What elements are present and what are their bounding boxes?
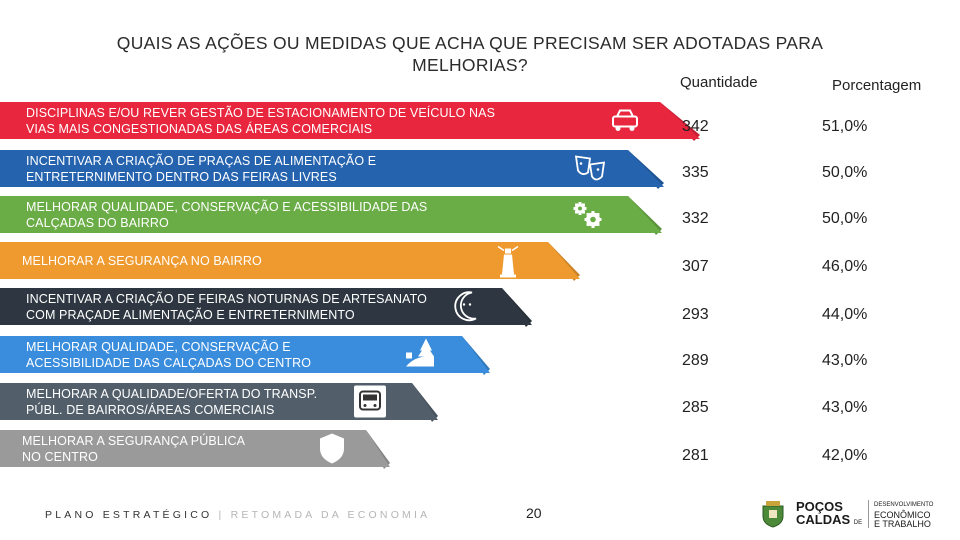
- bar-label-line1: MELHORAR QUALIDADE, CONSERVAÇÃO E ACESSI…: [26, 200, 428, 214]
- bar-label: INCENTIVAR A CRIAÇÃO DE FEIRAS NOTURNAS …: [26, 291, 427, 323]
- bar-label: MELHORAR A QUALIDADE/OFERTA DO TRANSP. PÚ…: [26, 386, 317, 418]
- bar-label-line2: VIAS MAIS CONGESTIONADAS DAS ÁREAS COMER…: [26, 122, 373, 136]
- percentage-value: 44,0%: [822, 306, 868, 323]
- percentage-value: 43,0%: [822, 399, 868, 416]
- footer-main: PLANO ESTRATÉGICO: [45, 509, 213, 521]
- percentage-value: 50,0%: [822, 164, 868, 181]
- percentage-value: 50,0%: [822, 210, 868, 227]
- city-logo: POÇOS CALDAS DE DESENVOLVIMENTO ECONÔMIC…: [760, 498, 940, 530]
- theater-masks-icon: [574, 155, 606, 181]
- logo-dept-line1: DESENVOLVIMENTO: [874, 502, 934, 508]
- quantity-column-header: Quantidade: [680, 74, 758, 91]
- bar-label-line2: ACESSIBILIDADE DAS CALÇADAS DO CENTRO: [26, 356, 312, 370]
- percentage-value: 51,0%: [822, 118, 868, 135]
- bar-label: MELHORAR QUALIDADE, CONSERVAÇÃO E ACESSIB…: [26, 339, 311, 371]
- page-title: QUAIS AS AÇÕES OU MEDIDAS QUE ACHA QUE P…: [0, 32, 940, 76]
- lighthouse-icon: [497, 245, 519, 278]
- footer-separator: |: [212, 509, 231, 521]
- percentage-value: 43,0%: [822, 352, 868, 369]
- quantity-value: 285: [682, 399, 709, 416]
- bar: [0, 102, 700, 139]
- city-crest-icon: [762, 501, 784, 528]
- footer-sub: RETOMADA DA ECONOMIA: [230, 509, 431, 521]
- logo-city-line2: CALDAS: [796, 512, 851, 527]
- bar-label: MELHORAR A SEGURANÇA PÚBLICA NO CENTRO: [22, 433, 245, 465]
- percentage-value: 42,0%: [822, 447, 868, 464]
- bar-label-line2: NO CENTRO: [22, 450, 98, 464]
- quantity-value: 342: [682, 118, 709, 135]
- bar: [0, 150, 664, 187]
- bar-label-line1: MELHORAR QUALIDADE, CONSERVAÇÃO E: [26, 340, 291, 354]
- bar-label-line2: ENTRETERNIMENTO DENTRO DAS FEIRAS LIVRES: [26, 170, 337, 184]
- bus-icon: [354, 385, 386, 418]
- logo-dept-line2: ECONÔMICO: [874, 509, 931, 520]
- bar-label-line1: MELHORAR A SEGURANÇA NO BAIRRO: [22, 254, 262, 268]
- logo-city-de: DE: [853, 520, 863, 526]
- bar-label-line2: PÚBL. DE BAIRROS/ÁREAS COMERCIAIS: [26, 403, 275, 417]
- footer: PLANO ESTRATÉGICO | RETOMADA DA ECONOMIA: [45, 509, 430, 521]
- bar-label: DISCIPLINAS E/OU REVER GESTÃO DE ESTACIO…: [26, 105, 495, 137]
- logo-dept-line3: E TRABALHO: [874, 519, 931, 529]
- quantity-value: 289: [682, 352, 709, 369]
- title-line-2: MELHORIAS?: [412, 55, 528, 75]
- page-number: 20: [526, 505, 542, 521]
- logo-department: DESENVOLVIMENTO ECONÔMICO E TRABALHO: [874, 501, 933, 530]
- logo-divider: [868, 500, 869, 528]
- bar-label-line2: CALÇADAS DO BAIRRO: [26, 216, 169, 230]
- gears-icon: [573, 202, 602, 228]
- quantity-value: 335: [682, 164, 709, 181]
- moon-icon: [454, 291, 477, 322]
- bar-label: MELHORAR A SEGURANÇA NO BAIRRO: [22, 253, 262, 269]
- landscape-icon: [406, 338, 434, 367]
- bar-label-line1: DISCIPLINAS E/OU REVER GESTÃO DE ESTACIO…: [26, 106, 496, 120]
- bar: [0, 242, 580, 279]
- logo-city-name: POÇOS CALDAS DE: [796, 500, 862, 530]
- quantity-value: 293: [682, 306, 709, 323]
- bar: [0, 288, 532, 325]
- quantity-value: 281: [682, 447, 709, 464]
- percentage-column-header: Porcentagem: [832, 77, 922, 94]
- bar: [0, 196, 662, 233]
- bar-label: INCENTIVAR A CRIAÇÃO DE PRAÇAS DE ALIMEN…: [26, 153, 376, 185]
- shield-icon: [320, 433, 344, 464]
- bar-label: MELHORAR QUALIDADE, CONSERVAÇÃO E ACESSI…: [26, 199, 427, 231]
- quantity-value: 307: [682, 258, 709, 275]
- title-line-1: QUAIS AS AÇÕES OU MEDIDAS QUE ACHA QUE P…: [116, 33, 824, 53]
- logo-city-line1: POÇOS: [796, 499, 843, 514]
- bar-label-line2: COM PRAÇADE ALIMENTAÇÃO E ENTRETERNIMENT…: [26, 308, 355, 322]
- bar: [0, 336, 490, 373]
- bar: [0, 383, 438, 420]
- bar-label-line1: MELHORAR A SEGURANÇA PÚBLICA: [22, 434, 246, 448]
- bar-label-line1: INCENTIVAR A CRIAÇÃO DE FEIRAS NOTURNAS …: [26, 292, 427, 306]
- car-icon: [612, 109, 638, 131]
- bar: [0, 430, 390, 467]
- quantity-value: 332: [682, 210, 709, 227]
- percentage-value: 46,0%: [822, 258, 868, 275]
- bar-label-line1: INCENTIVAR A CRIAÇÃO DE PRAÇAS DE ALIMEN…: [26, 154, 377, 168]
- bar-label-line1: MELHORAR A QUALIDADE/OFERTA DO TRANSP.: [26, 387, 318, 401]
